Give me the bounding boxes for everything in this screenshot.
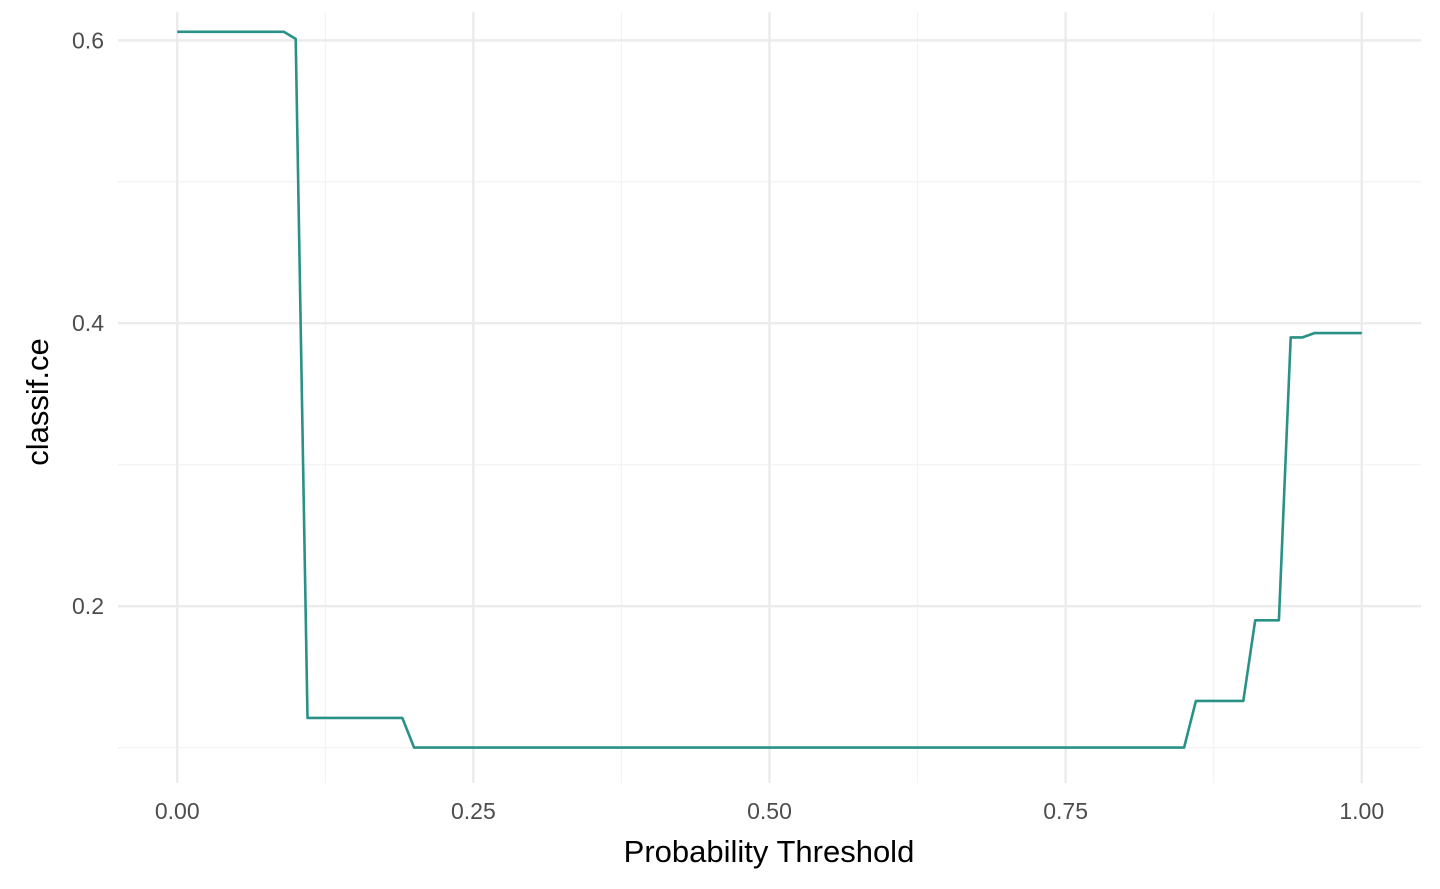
x-tick-label: 0.25 <box>451 798 496 824</box>
series-line <box>177 30 1362 749</box>
y-tick-label: 0.4 <box>72 310 104 336</box>
x-axis-tick-labels: 0.00 0.25 0.50 0.75 1.00 <box>155 798 1384 824</box>
major-gridlines <box>118 12 1421 783</box>
x-axis-title: Probability Threshold <box>624 834 915 869</box>
x-tick-label: 0.50 <box>747 798 792 824</box>
x-tick-label: 0.75 <box>1043 798 1088 824</box>
y-axis-title: classif.ce <box>20 338 55 465</box>
y-tick-label: 0.2 <box>72 593 104 619</box>
y-axis-tick-labels: 0.2 0.4 0.6 <box>72 27 104 619</box>
y-tick-label: 0.6 <box>72 27 104 53</box>
x-tick-label: 1.00 <box>1339 798 1384 824</box>
x-tick-label: 0.00 <box>155 798 200 824</box>
data-series <box>177 30 1362 749</box>
